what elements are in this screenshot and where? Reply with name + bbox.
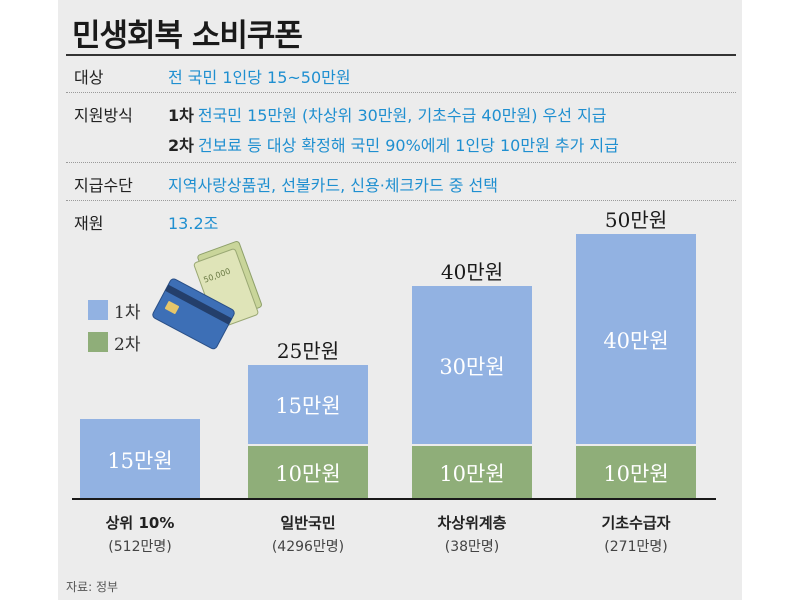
category-count: (512만명) (108, 539, 172, 555)
bar-value-label: 10만원 (275, 461, 341, 486)
method-1-tag: 1차 (168, 106, 194, 125)
bar-value-label: 10만원 (439, 461, 505, 486)
bar-value-label: 40만원 (603, 328, 669, 353)
target-label: 대상 (74, 68, 104, 87)
method-1-text: 전국민 15만원 (차상위 30만원, 기초수급 40만원) 우선 지급 (197, 106, 607, 125)
bar-value-label: 15만원 (107, 448, 173, 473)
method-label: 지원방식 (74, 106, 133, 125)
legend-swatch-2 (88, 332, 108, 352)
row-divider (66, 162, 736, 163)
method-2-tag: 2차 (168, 136, 194, 155)
target-value: 전 국민 1인당 15~50만원 (168, 68, 351, 87)
category-label: 일반국민 (280, 514, 336, 532)
method-1-value: 1차 전국민 15만원 (차상위 30만원, 기초수급 40만원) 우선 지급 (168, 102, 607, 126)
page-title: 민생회복 소비쿠폰 (72, 18, 303, 54)
means-value: 지역사랑상품권, 선불카드, 신용·체크카드 중 선택 (168, 176, 499, 195)
row-divider (66, 92, 736, 93)
category-label: 기초수급자 (601, 514, 671, 532)
category-count: (38만명) (444, 539, 500, 555)
bar-segment-2: 10만원 (248, 445, 368, 498)
bar-segment-1: 40만원 (576, 233, 696, 444)
category-count: (271만명) (604, 539, 668, 555)
bar-segment-1: 15만원 (248, 364, 368, 444)
row-divider (66, 200, 736, 201)
chart-baseline (72, 498, 716, 500)
bar-value-label: 30만원 (439, 354, 505, 379)
card-and-banknotes-icon: 50,000 (152, 240, 262, 350)
source-note: 자료: 정부 (66, 580, 119, 594)
bar-segment-2: 10만원 (576, 445, 696, 498)
title-divider (66, 54, 736, 56)
method-2-value: 2차 건보료 등 대상 확정해 국민 90%에게 1인당 10만원 추가 지급 (168, 132, 619, 156)
fund-label: 재원 (74, 214, 104, 233)
category-label: 상위 10% (105, 514, 175, 532)
means-label: 지급수단 (74, 176, 133, 195)
category-count: (4296만명) (271, 539, 345, 555)
bar-segment-2: 10만원 (412, 445, 532, 498)
bar-value-label: 15만원 (275, 394, 341, 419)
method-2-text: 건보료 등 대상 확정해 국민 90%에게 1인당 10만원 추가 지급 (197, 136, 619, 155)
legend-label-2: 2차 (114, 335, 141, 355)
bar-total-label: 25만원 (276, 338, 340, 363)
bar-segment-1: 15만원 (80, 419, 200, 498)
category-label: 차상위계층 (437, 514, 507, 532)
bar-value-label: 10만원 (603, 461, 669, 486)
bar-segment-1: 30만원 (412, 286, 532, 444)
legend-label-1: 1차 (114, 303, 141, 323)
legend-swatch-1 (88, 300, 108, 320)
fund-value: 13.2조 (168, 214, 219, 233)
bar-total-label: 50만원 (604, 207, 668, 232)
bar-total-label: 40만원 (440, 260, 504, 284)
